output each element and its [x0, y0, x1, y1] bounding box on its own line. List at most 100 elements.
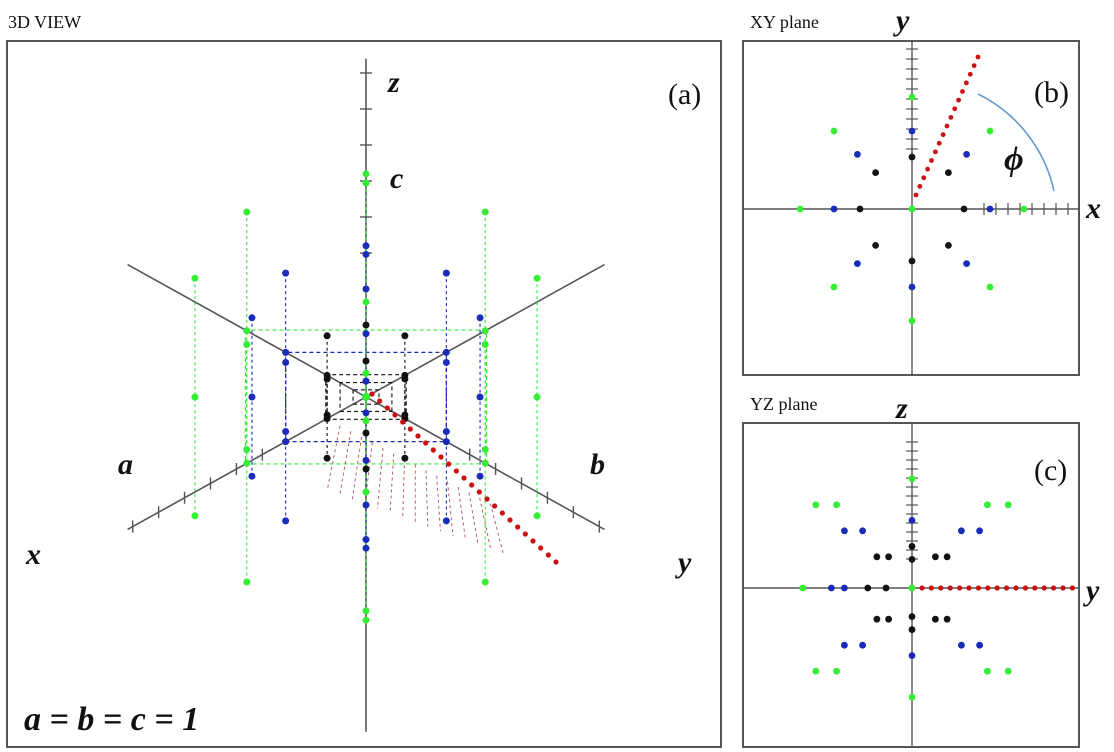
yz-lattice-point	[799, 584, 807, 592]
lattice-point-green	[481, 578, 489, 586]
red-sweep-line	[468, 492, 479, 545]
red-direction-point	[484, 496, 490, 502]
panel-title-yz-plane: YZ plane	[750, 394, 818, 414]
lattice-point-green	[481, 327, 489, 335]
xy-red-direction-point	[936, 140, 942, 146]
yz-lattice-point	[841, 527, 848, 535]
red-sweep-line	[447, 481, 454, 536]
xy-lattice-point	[1020, 205, 1028, 213]
xy-lattice-point	[856, 205, 864, 213]
lattice-point-blue	[476, 314, 484, 322]
red-direction-point	[407, 426, 413, 432]
red-sweep-line	[457, 486, 467, 541]
lattice-point-black	[323, 332, 331, 340]
red-direction-point	[377, 398, 383, 404]
xy-lattice-point	[908, 257, 916, 265]
yz-lattice-point	[958, 641, 965, 649]
lattice-point-blue	[362, 377, 370, 385]
lattice-point-black	[401, 411, 409, 419]
red-direction-point	[469, 482, 475, 488]
lattice-point-blue	[476, 472, 484, 480]
red-direction-point	[438, 454, 444, 460]
yz-red-direction-point	[1051, 585, 1057, 591]
xy-lattice-point	[854, 151, 861, 158]
lattice-point-black	[323, 371, 331, 379]
lattice-point-green	[481, 459, 489, 467]
xy-red-direction-point	[971, 63, 977, 69]
lattice-point-blue	[282, 269, 290, 277]
xy-y-axis-label: y	[893, 4, 910, 37]
lattice-point-central	[362, 357, 370, 365]
lattice-point-black	[401, 371, 409, 379]
yz-lattice-point	[908, 475, 916, 483]
yz-z-axis-label: z	[895, 392, 908, 425]
red-direction-point	[507, 517, 513, 523]
lattice-point-blue	[248, 472, 256, 480]
lattice-point-black	[323, 411, 331, 419]
xy-lattice-point	[986, 205, 994, 213]
yz-lattice-point	[984, 501, 991, 509]
lattice-point-central	[362, 285, 370, 293]
yz-red-direction-point	[985, 585, 991, 591]
yz-red-direction-point	[1013, 585, 1019, 591]
lattice-point-green	[191, 393, 199, 401]
yz-red-direction-point	[1069, 585, 1075, 591]
yz-lattice-point	[1004, 667, 1012, 675]
lattice-point-green	[243, 578, 251, 586]
yz-lattice-point	[828, 584, 835, 592]
red-direction-point	[415, 433, 421, 439]
diagram-xy-projection: (b) ϕ	[744, 38, 1105, 374]
yz-lattice-point	[976, 641, 983, 649]
xy-red-direction-point	[917, 183, 923, 189]
z-axis-label: z	[387, 66, 400, 99]
yz-lattice-point	[885, 615, 892, 623]
yz-lattice-point	[908, 693, 916, 701]
xy-red-direction-point	[944, 123, 950, 129]
panel-title-3d-view: 3D VIEW	[8, 12, 82, 32]
lattice-equation: a = b = c = 1	[24, 701, 199, 738]
red-direction-point	[423, 440, 429, 446]
yz-red-direction-point	[994, 585, 1000, 591]
lattice-point-green	[243, 340, 251, 348]
xy-lattice-point	[908, 283, 916, 291]
red-sweep-line	[479, 497, 492, 550]
red-sweep-line	[489, 503, 504, 555]
yz-lattice-point	[908, 613, 916, 620]
yz-lattice-point	[908, 556, 916, 563]
red-direction-point	[400, 419, 406, 425]
red-direction-point	[446, 461, 452, 467]
lattice-point-blue	[362, 409, 370, 417]
xy-lattice-point	[908, 127, 916, 135]
lattice-point-black	[323, 454, 331, 462]
xy-red-direction-point	[925, 166, 931, 172]
xy-lattice-point	[963, 151, 970, 158]
panel-yz-plane: (c)	[742, 422, 1080, 748]
xy-red-direction-point	[929, 158, 934, 163]
yz-red-direction-point	[975, 585, 981, 591]
lattice-point-blue	[442, 517, 450, 525]
panel-tag-c: (c)	[1034, 454, 1067, 487]
yz-lattice-point	[908, 652, 916, 659]
lattice-point-central	[362, 544, 370, 552]
xy-lattice-point	[945, 242, 952, 249]
yz-lattice-point	[833, 667, 840, 675]
xy-lattice-point	[945, 169, 952, 176]
lattice-point-green	[362, 369, 370, 377]
b-axis-label: b	[590, 448, 605, 481]
lattice-point-central	[362, 242, 370, 250]
lattice-point-blue	[248, 314, 256, 322]
red-direction-point	[515, 524, 521, 530]
xy-lattice-point	[986, 127, 994, 135]
panel-tag-b: (b)	[1034, 76, 1069, 109]
xy-y-label-wrap: y	[893, 4, 910, 37]
lattice-point-blue	[362, 456, 370, 464]
lattice-point-central	[362, 501, 370, 509]
xy-lattice-point	[908, 93, 916, 101]
yz-lattice-point	[812, 501, 820, 509]
lattice-point-blue	[442, 348, 450, 356]
red-sweep-line	[389, 453, 395, 514]
a-axis-label: a	[118, 448, 133, 481]
lattice-point-blue	[282, 438, 290, 446]
yz-lattice-point	[1004, 501, 1012, 509]
lattice-point-green	[191, 274, 199, 282]
